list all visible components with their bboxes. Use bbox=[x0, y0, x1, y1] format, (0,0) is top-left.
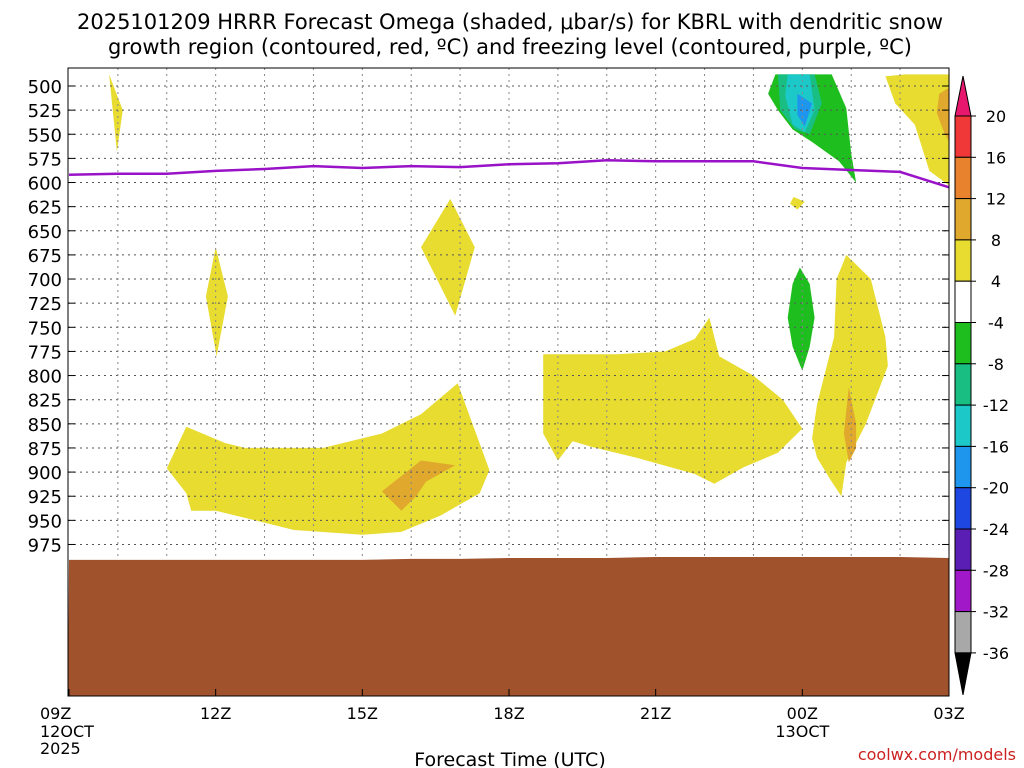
freezing-level-line bbox=[68, 159, 950, 189]
omega-pos-4-b bbox=[205, 247, 228, 357]
omega-pos-4-f bbox=[790, 197, 805, 210]
y-tick-label: 700 bbox=[28, 270, 62, 291]
y-tick-label: 875 bbox=[28, 439, 62, 460]
colorbar-swatch bbox=[954, 239, 972, 282]
y-tick-label: 725 bbox=[28, 294, 62, 315]
chart-title-line1: 2025101209 HRRR Forecast Omega (shaded, … bbox=[77, 10, 943, 34]
colorbar-label: 4 bbox=[991, 272, 1001, 291]
colorbar-label: -36 bbox=[983, 644, 1009, 663]
colorbar-label: 8 bbox=[991, 231, 1001, 250]
y-tick-label: 950 bbox=[28, 511, 62, 532]
y-axis: 500 525 550 575 600 625 650 675 700 725 750 775 800 8… bbox=[28, 77, 949, 556]
credit-text: coolwx.com/models bbox=[858, 745, 1016, 764]
colorbar-bottom-arrow bbox=[954, 652, 972, 695]
colorbar-swatch bbox=[954, 115, 972, 158]
colorbar-swatch bbox=[954, 363, 972, 406]
omega-pos-4-e bbox=[543, 317, 803, 484]
colorbar-label: -32 bbox=[983, 603, 1009, 622]
x-tick-label: 12Z bbox=[200, 704, 231, 723]
omega-pos-8-c bbox=[936, 87, 949, 142]
colorbar-swatch bbox=[954, 528, 972, 571]
y-tick-label: 600 bbox=[28, 174, 62, 195]
colorbar-top-arrow bbox=[954, 75, 972, 117]
omega-pos-8-b bbox=[843, 387, 857, 463]
chart-title-line2: growth region (contoured, red, ºC) and f… bbox=[108, 35, 912, 59]
y-tick-label: 775 bbox=[28, 342, 62, 363]
omega-pos-4-c bbox=[421, 198, 475, 316]
colorbar-label: 12 bbox=[986, 190, 1006, 209]
y-tick-label: 575 bbox=[28, 149, 62, 170]
colorbar-label: -20 bbox=[983, 479, 1009, 498]
x-tick-date-label: 13OCT bbox=[775, 722, 829, 741]
colorbar-label: -24 bbox=[983, 520, 1009, 539]
y-tick-label: 850 bbox=[28, 415, 62, 436]
omega-pos-8-a bbox=[381, 460, 456, 511]
colorbar-label: -4 bbox=[988, 314, 1004, 333]
y-tick-label: 975 bbox=[28, 535, 62, 556]
colorbar-swatch bbox=[954, 322, 972, 365]
y-tick-label: 500 bbox=[28, 77, 62, 98]
colorbar-swatch bbox=[954, 611, 972, 654]
x-tick-label: 21Z bbox=[640, 704, 671, 723]
y-tick-label: 625 bbox=[28, 198, 62, 219]
x-tick-year-label: 2025 bbox=[40, 739, 81, 758]
colorbar-label: -8 bbox=[988, 355, 1004, 374]
ground-terrain bbox=[68, 557, 949, 696]
omega-pos-4-a bbox=[109, 74, 123, 152]
omega-neg-16-a bbox=[797, 93, 813, 127]
y-tick-label: 900 bbox=[28, 463, 62, 484]
x-tick-label: 15Z bbox=[347, 704, 378, 723]
x-tick-label: 00Z bbox=[787, 704, 818, 723]
colorbar-label: -16 bbox=[983, 437, 1009, 456]
colorbar: 20 16 12 8 4 -4 -8 -12 -16 -20 -24 -28 -32 -36 bbox=[954, 75, 1009, 695]
x-tick-label: 03Z bbox=[933, 704, 964, 723]
y-tick-label: 675 bbox=[28, 246, 62, 267]
colorbar-swatch bbox=[954, 445, 972, 489]
colorbar-swatch bbox=[954, 156, 972, 200]
colorbar-swatch bbox=[954, 198, 972, 241]
y-tick-label: 750 bbox=[28, 318, 62, 339]
y-tick-label: 550 bbox=[28, 125, 62, 146]
colorbar-label: -28 bbox=[983, 561, 1009, 580]
y-tick-label: 925 bbox=[28, 487, 62, 508]
colorbar-swatch bbox=[954, 404, 972, 447]
y-tick-label: 650 bbox=[28, 222, 62, 243]
colorbar-swatch bbox=[954, 487, 972, 530]
colorbar-swatch bbox=[954, 280, 972, 324]
omega-neg-4-b bbox=[787, 267, 815, 371]
omega-shaded-regions bbox=[109, 74, 949, 535]
x-tick-date-label: 12OCT bbox=[40, 722, 94, 741]
x-axis-label: Forecast Time (UTC) bbox=[414, 749, 605, 768]
y-tick-label: 800 bbox=[28, 367, 62, 388]
x-tick-label: 18Z bbox=[493, 704, 524, 723]
y-tick-label: 825 bbox=[28, 391, 62, 412]
colorbar-swatch bbox=[954, 569, 972, 613]
colorbar-label: -12 bbox=[983, 396, 1009, 415]
omega-pos-4-h bbox=[885, 74, 949, 186]
x-tick-label: 09Z bbox=[40, 704, 71, 723]
y-tick-label: 525 bbox=[28, 101, 62, 122]
colorbar-label: 16 bbox=[986, 148, 1006, 167]
colorbar-label: 20 bbox=[986, 107, 1006, 126]
